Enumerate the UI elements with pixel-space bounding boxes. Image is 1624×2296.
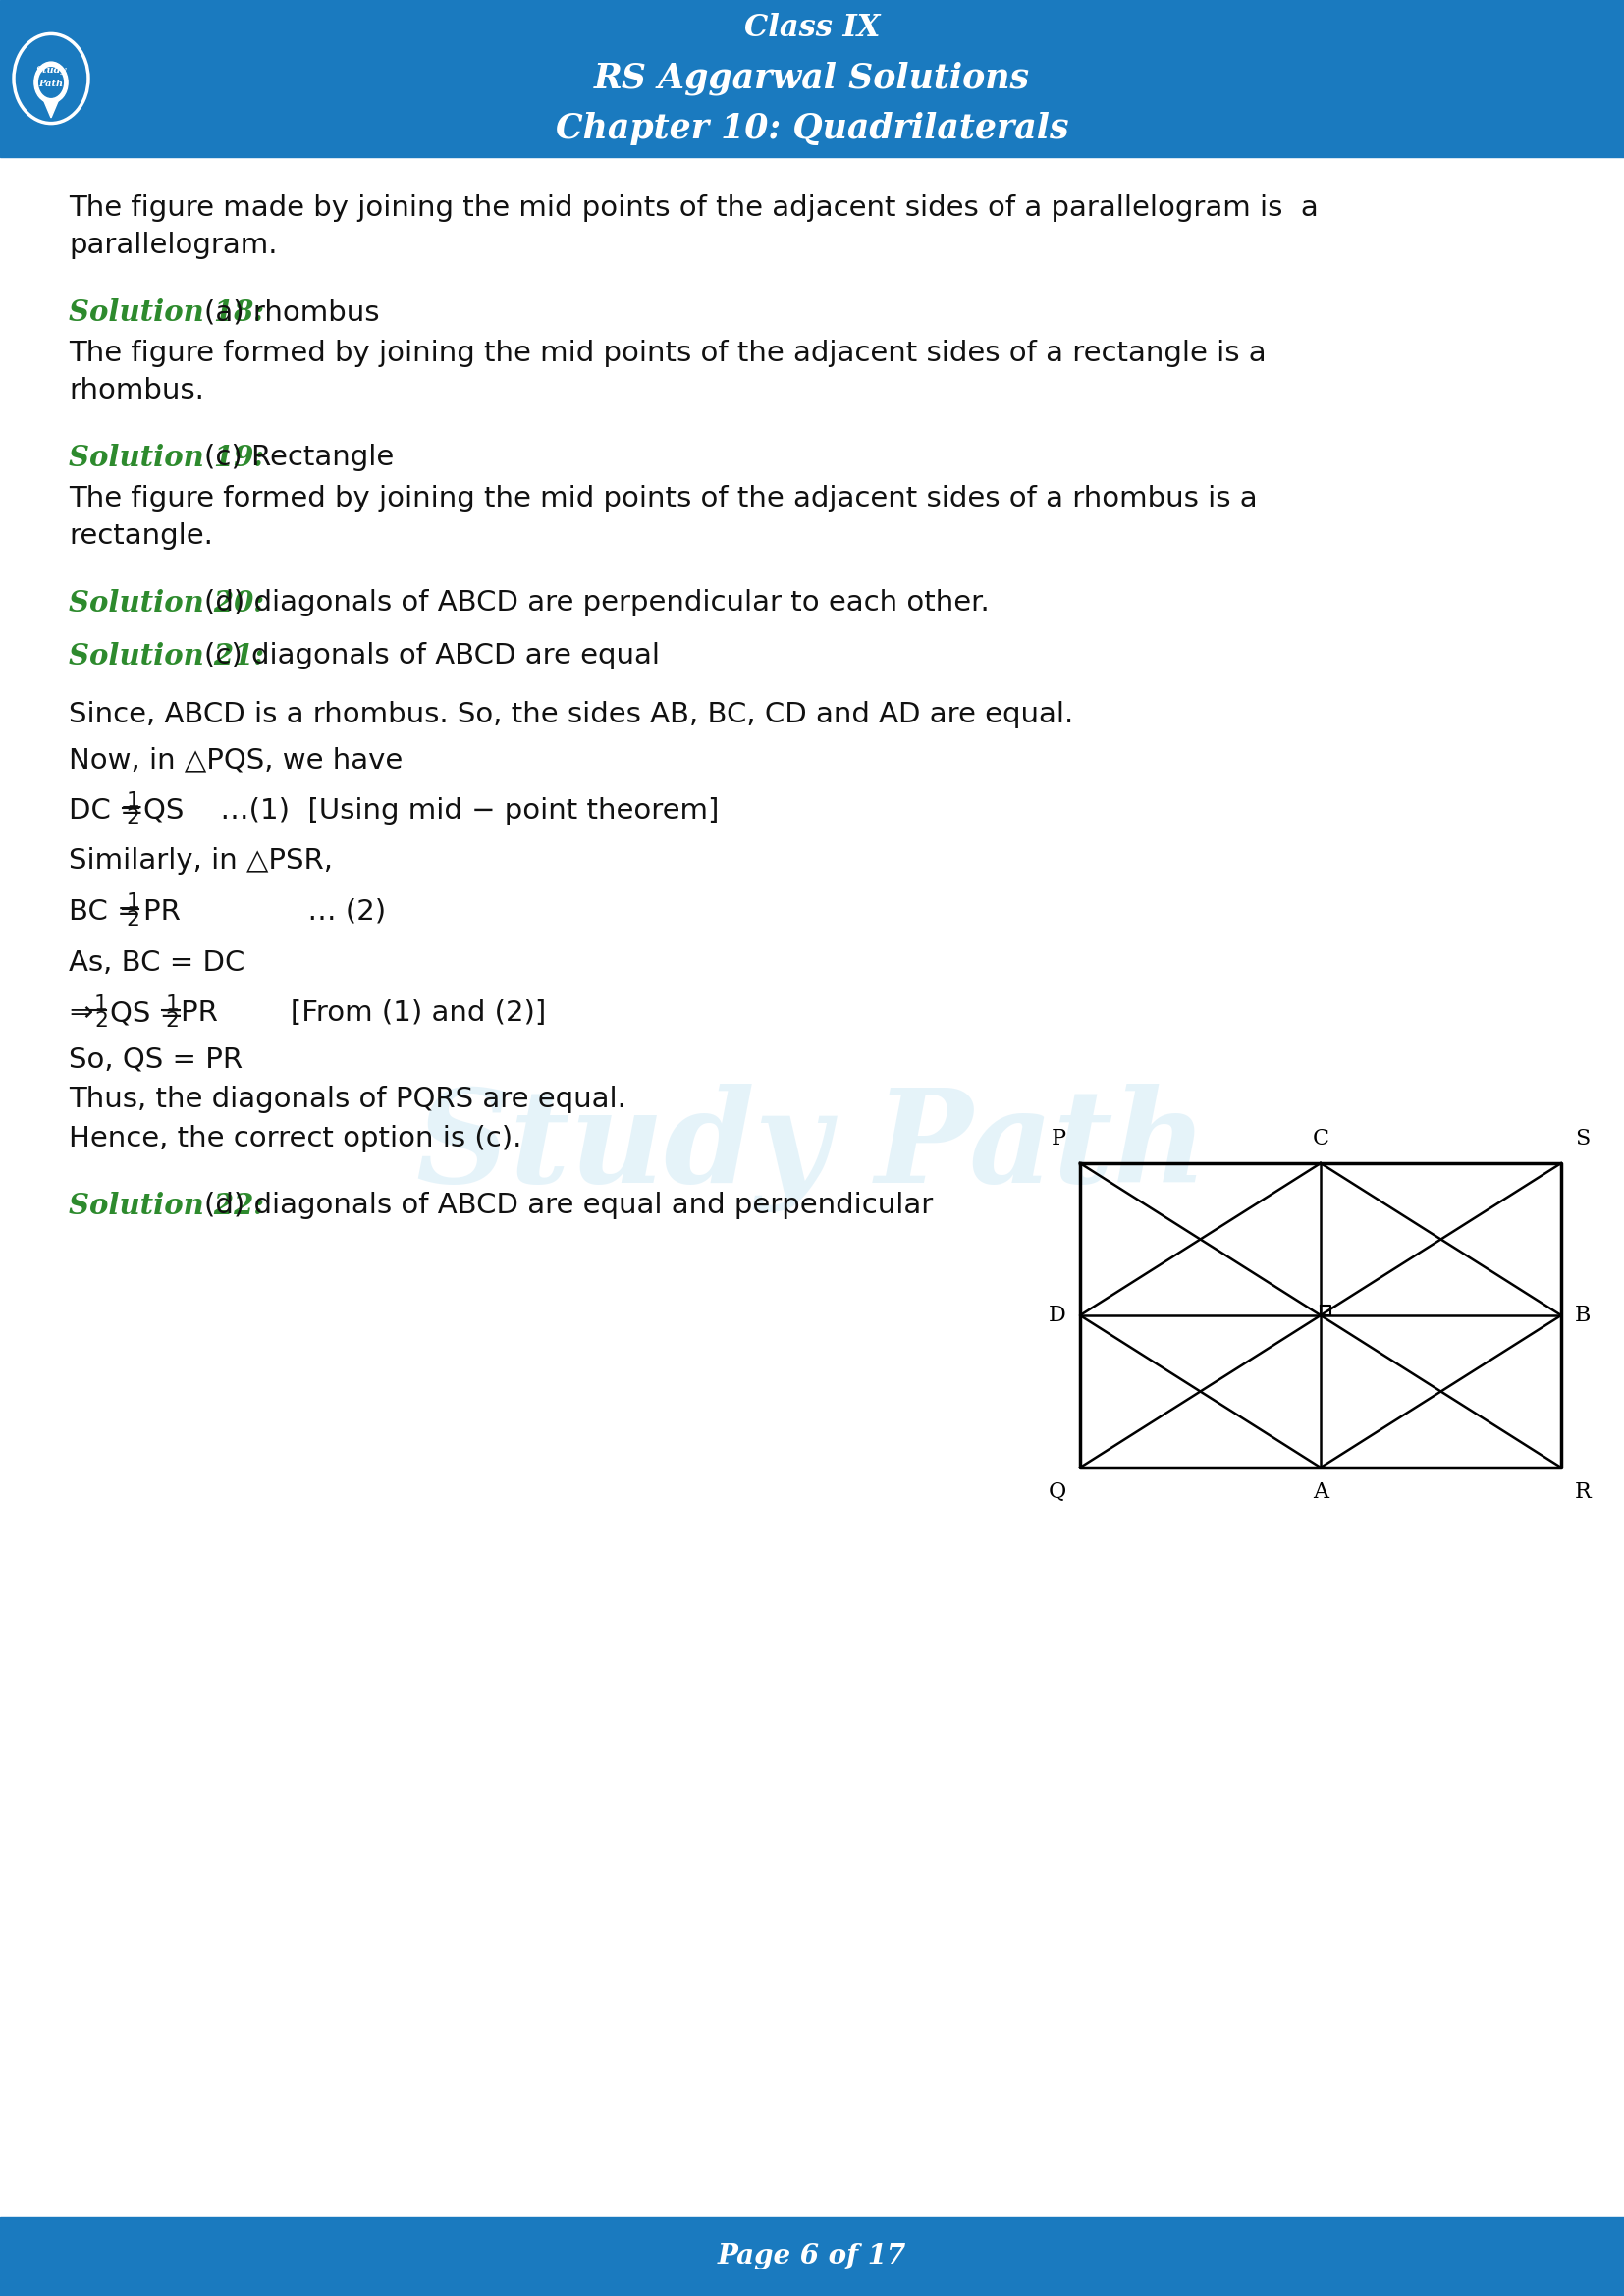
Text: Since, ABCD is a rhombus. So, the sides AB, BC, CD and AD are equal.: Since, ABCD is a rhombus. So, the sides … — [68, 700, 1073, 728]
Text: Solution 22:: Solution 22: — [68, 1192, 265, 1219]
Polygon shape — [44, 99, 58, 117]
Text: Path: Path — [39, 78, 63, 87]
Text: RS Aggarwal Solutions: RS Aggarwal Solutions — [594, 62, 1030, 96]
Ellipse shape — [39, 67, 63, 96]
Text: (d) diagonals of ABCD are equal and perpendicular: (d) diagonals of ABCD are equal and perp… — [205, 1192, 934, 1219]
Text: QS    …(1)  [Using mid − point theorem]: QS …(1) [Using mid − point theorem] — [145, 797, 719, 824]
Text: (a) rhombus: (a) rhombus — [205, 298, 380, 326]
Text: S: S — [1575, 1127, 1590, 1150]
Text: The figure formed by joining the mid points of the adjacent sides of a rhombus i: The figure formed by joining the mid poi… — [68, 484, 1257, 512]
Text: As, BC = DC: As, BC = DC — [68, 948, 245, 976]
Text: So, QS = PR: So, QS = PR — [68, 1047, 242, 1075]
Text: Solution 19:: Solution 19: — [68, 443, 265, 473]
Text: Study Path: Study Path — [416, 1084, 1208, 1212]
Text: ⇒: ⇒ — [68, 999, 93, 1026]
Ellipse shape — [34, 62, 68, 103]
Text: The figure formed by joining the mid points of the adjacent sides of a rectangle: The figure formed by joining the mid poi… — [68, 340, 1267, 367]
Text: Q: Q — [1049, 1481, 1067, 1504]
Text: QS =: QS = — [110, 999, 193, 1026]
Text: PR              … (2): PR … (2) — [145, 898, 387, 925]
Bar — [0, 0, 1624, 156]
Text: 1: 1 — [166, 994, 179, 1013]
Text: rhombus.: rhombus. — [68, 377, 205, 404]
Text: A: A — [1312, 1481, 1328, 1504]
Text: Hence, the correct option is (c).: Hence, the correct option is (c). — [68, 1125, 521, 1153]
Bar — [0, 2218, 1624, 2296]
Text: Study: Study — [36, 67, 67, 76]
Text: Now, in △PQS, we have: Now, in △PQS, we have — [68, 746, 403, 774]
Text: R: R — [1575, 1481, 1592, 1504]
Text: BC =: BC = — [68, 898, 149, 925]
Text: 1: 1 — [127, 792, 140, 810]
Text: Thus, the diagonals of PQRS are equal.: Thus, the diagonals of PQRS are equal. — [68, 1086, 627, 1114]
Text: (c) diagonals of ABCD are equal: (c) diagonals of ABCD are equal — [205, 643, 659, 670]
Text: Class IX: Class IX — [744, 14, 880, 44]
Text: Chapter 10: Quadrilaterals: Chapter 10: Quadrilaterals — [555, 113, 1069, 145]
Text: parallelogram.: parallelogram. — [68, 232, 278, 259]
Text: 1: 1 — [94, 994, 107, 1013]
Text: Similarly, in △PSR,: Similarly, in △PSR, — [68, 847, 333, 875]
Text: DC =: DC = — [68, 797, 153, 824]
Text: (c) Rectangle: (c) Rectangle — [205, 443, 395, 471]
Text: Solution 18:: Solution 18: — [68, 298, 265, 326]
Text: 2: 2 — [94, 1010, 109, 1031]
Text: Solution 20:: Solution 20: — [68, 590, 265, 618]
Text: C: C — [1312, 1127, 1328, 1150]
Text: Solution 21:: Solution 21: — [68, 643, 265, 670]
Text: D: D — [1049, 1304, 1067, 1327]
Text: The figure made by joining the mid points of the adjacent sides of a parallelogr: The figure made by joining the mid point… — [68, 195, 1319, 223]
Text: P: P — [1052, 1127, 1067, 1150]
Text: 2: 2 — [127, 909, 140, 930]
Text: Page 6 of 17: Page 6 of 17 — [718, 2243, 906, 2271]
Text: rectangle.: rectangle. — [68, 521, 213, 549]
Text: (d) diagonals of ABCD are perpendicular to each other.: (d) diagonals of ABCD are perpendicular … — [205, 590, 989, 615]
Text: 2: 2 — [166, 1010, 179, 1031]
Text: 2: 2 — [127, 808, 140, 829]
Text: 1: 1 — [127, 893, 140, 912]
Text: PR        [From (1) and (2)]: PR [From (1) and (2)] — [182, 999, 547, 1026]
Text: B: B — [1575, 1304, 1592, 1327]
